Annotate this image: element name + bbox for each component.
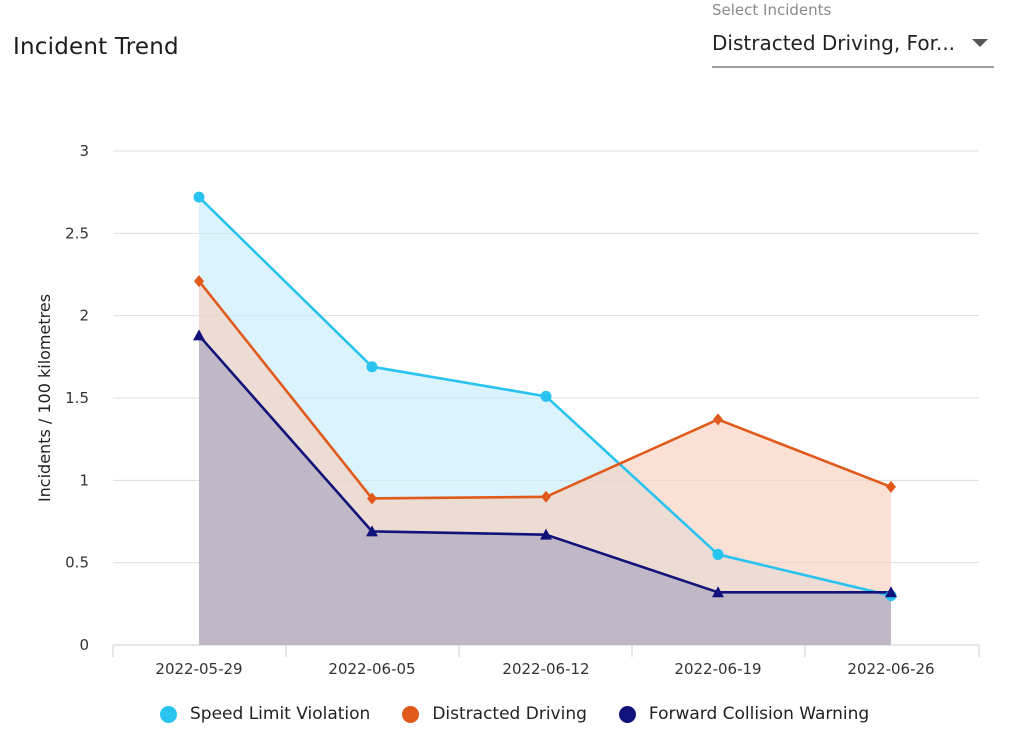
legend-label: Speed Limit Violation	[190, 704, 371, 724]
legend-item[interactable]: Forward Collision Warning	[618, 704, 870, 724]
legend-dot-icon	[618, 705, 636, 723]
incident-select[interactable]: Select Incidents Distracted Driving, For…	[712, 0, 994, 68]
y-tick-label: 3	[79, 142, 89, 160]
point-forward-collision-warning	[366, 525, 378, 537]
point-distracted-driving	[541, 490, 551, 503]
legend-dot-icon	[160, 705, 177, 723]
point-forward-collision-warning	[885, 586, 897, 598]
y-tick-label: 0	[79, 636, 89, 654]
page-title: Incident Trend	[13, 34, 179, 60]
x-tick-label: 2022-06-19	[674, 660, 761, 678]
point-forward-collision-warning	[193, 329, 205, 341]
select-label: Select Incidents	[712, 1, 832, 19]
y-tick-label: 1.5	[65, 389, 89, 407]
point-distracted-driving	[367, 492, 377, 505]
chart-legend: Speed Limit Violation Distracted Driving F…	[160, 704, 901, 724]
point-distracted-driving	[886, 480, 896, 493]
y-tick-label: 2.5	[65, 224, 89, 242]
point-forward-collision-warning	[712, 586, 724, 598]
point-forward-collision-warning	[540, 528, 552, 540]
point-distracted-driving	[713, 413, 723, 426]
point-speed-limit-violation	[712, 548, 724, 560]
legend-label: Forward Collision Warning	[648, 704, 870, 724]
point-speed-limit-violation	[540, 390, 552, 402]
legend-item[interactable]: Speed Limit Violation	[160, 704, 370, 724]
dropdown-arrow-icon[interactable]	[972, 39, 988, 47]
legend-item[interactable]: Distracted Driving	[402, 704, 587, 724]
point-speed-limit-violation	[366, 361, 378, 373]
x-tick-label: 2022-06-26	[847, 660, 934, 678]
x-tick-label: 2022-06-05	[328, 660, 415, 678]
y-axis-label: Incidents / 100 kilometres	[35, 294, 54, 502]
incident-trend-chart: 0 0.5 1 1.5 2 2.5 3 2022-05-29 2022-06-05 2022-06…	[35, 142, 980, 678]
y-tick-label: 1	[79, 471, 89, 489]
point-distracted-driving	[194, 275, 204, 288]
point-speed-limit-violation	[193, 191, 205, 203]
legend-dot-icon	[402, 705, 420, 723]
legend-label: Distracted Driving	[432, 704, 587, 724]
y-tick-label: 0.5	[65, 554, 89, 572]
x-tick-label: 2022-06-12	[502, 660, 589, 678]
y-tick-label: 2	[79, 307, 89, 325]
select-underline	[712, 66, 994, 68]
x-tick-label: 2022-05-29	[155, 660, 242, 678]
area-forward-collision-warning	[199, 335, 891, 645]
